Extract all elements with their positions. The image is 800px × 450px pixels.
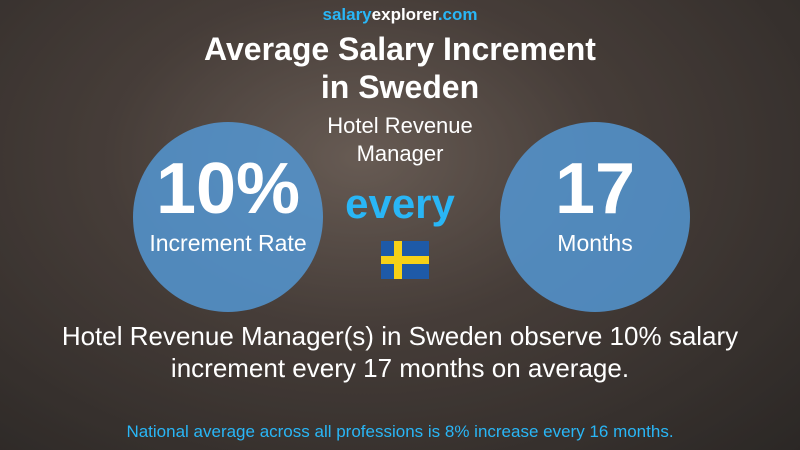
page-title: Average Salary Increment in Sweden bbox=[204, 31, 596, 105]
brand-part: explorer bbox=[371, 5, 438, 24]
months-circle: 17 Months bbox=[500, 122, 690, 312]
summary-text: Hotel Revenue Manager(s) in Sweden obser… bbox=[61, 321, 739, 383]
brand-part: salary bbox=[322, 5, 372, 24]
sweden-flag-icon bbox=[381, 241, 429, 279]
job-title: Hotel Revenue Manager bbox=[327, 113, 473, 166]
increment-rate-label: Increment Rate bbox=[149, 230, 307, 256]
increment-rate-value: 10% bbox=[155, 149, 301, 229]
brand-logo[interactable]: salaryexplorer.com bbox=[0, 5, 800, 25]
every-label: every bbox=[345, 180, 455, 227]
increment-rate-circle: 10% Increment Rate bbox=[133, 122, 323, 312]
months-label: Months bbox=[557, 230, 633, 256]
national-average-text: National average across all professions … bbox=[126, 422, 674, 441]
months-value: 17 bbox=[554, 149, 636, 229]
brand-part: .com bbox=[437, 5, 478, 24]
